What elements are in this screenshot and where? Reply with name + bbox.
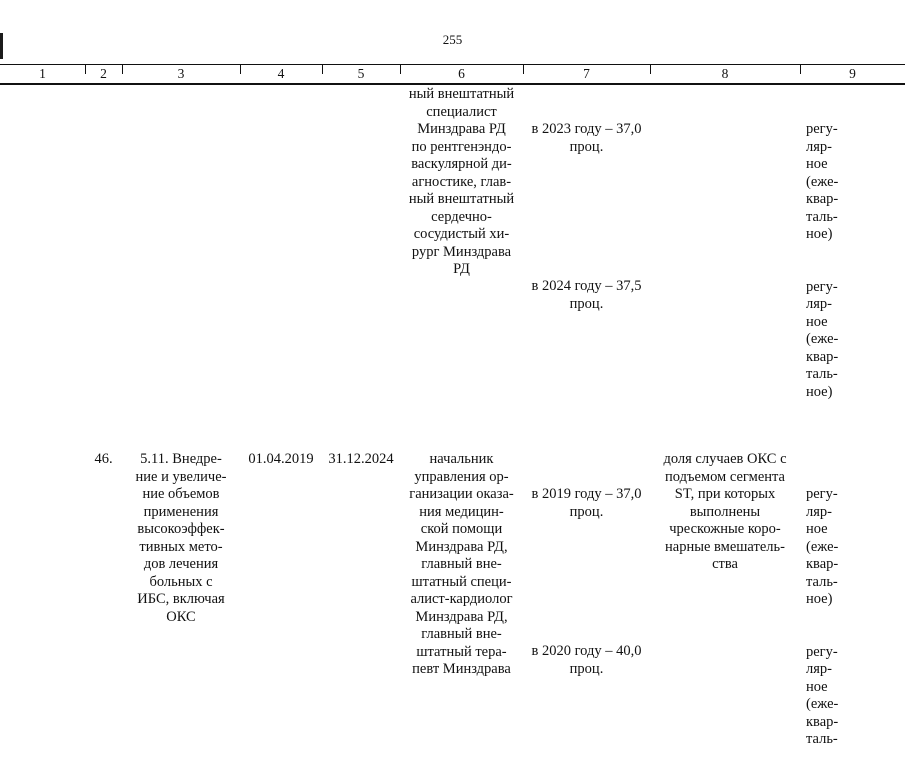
column-divider-tick [322, 65, 323, 74]
target-value-2019: в 2019 году – 37,0 проц. [531, 486, 642, 520]
page-number: 255 [442, 32, 463, 47]
column-header-7: 7 [583, 66, 590, 81]
cell-measure-title: 5.11. Внедре- ние и увеличе- ние объемов… [135, 451, 227, 625]
column-divider-tick [400, 65, 401, 74]
cell-monitoring: регу- ляр- ное (еже- квар- таль- ное) ре… [800, 451, 905, 784]
cell-target-values: в 2023 году – 37,0 проц. в 2024 году – 3… [523, 86, 650, 348]
column-divider-tick [85, 65, 86, 74]
cell-date-start: 01.04.2019 [248, 451, 314, 467]
monitoring-block-2: регу- ляр- ное (еже- квар- таль- [806, 643, 839, 748]
table-row-continuation: ный внештатный специалист Минздрава РД п… [0, 86, 905, 436]
cell-indicator: доля случаев ОКС с подъемом сегмента ST,… [663, 451, 787, 572]
column-header-8: 8 [721, 66, 729, 81]
column-header-5: 5 [357, 66, 365, 81]
cell-row-number: 46. [94, 451, 113, 467]
target-value-2023: в 2023 году – 37,0 проц. [531, 121, 642, 155]
column-divider-tick [650, 65, 651, 74]
document-page: 255 1 2 3 4 5 6 7 8 9 ный внештатный спе… [0, 32, 905, 747]
column-header-6: 6 [458, 66, 465, 81]
monitoring-block-1: регу- ляр- ное (еже- квар- таль- ное) [806, 486, 839, 607]
monitoring-block-1: регу- ляр- ное (еже- квар- таль- ное) [806, 121, 839, 242]
column-header-9: 9 [849, 66, 856, 81]
cell-monitoring: регу- ляр- ное (еже- квар- таль- ное) ре… [800, 86, 905, 436]
table-header-row: 1 2 3 4 5 6 7 8 9 [0, 64, 905, 85]
column-header-3: 3 [177, 66, 185, 81]
table-row-46: 46. 5.11. Внедре- ние и увеличе- ние объ… [0, 451, 905, 784]
column-divider-tick [240, 65, 241, 74]
column-divider-tick [122, 65, 123, 74]
cell-date-end: 31.12.2024 [328, 451, 394, 467]
target-value-2024: в 2024 году – 37,5 проц. [531, 278, 642, 312]
column-divider-tick [800, 65, 801, 74]
column-header-1: 1 [39, 66, 46, 81]
scan-edge-artifact [0, 33, 3, 59]
monitoring-block-2: регу- ляр- ное (еже- квар- таль- ное) [806, 278, 839, 400]
cell-target-values: в 2019 году – 37,0 проц. в 2020 году – 4… [523, 451, 650, 713]
cell-responsible: начальник управления ор- ганизации оказа… [409, 451, 514, 677]
column-header-2: 2 [100, 66, 107, 81]
column-divider-tick [523, 65, 524, 74]
cell-responsible: ный внештатный специалист Минздрава РД п… [408, 86, 515, 277]
column-header-4: 4 [277, 66, 285, 81]
target-value-2020: в 2020 году – 40,0 проц. [531, 643, 642, 677]
